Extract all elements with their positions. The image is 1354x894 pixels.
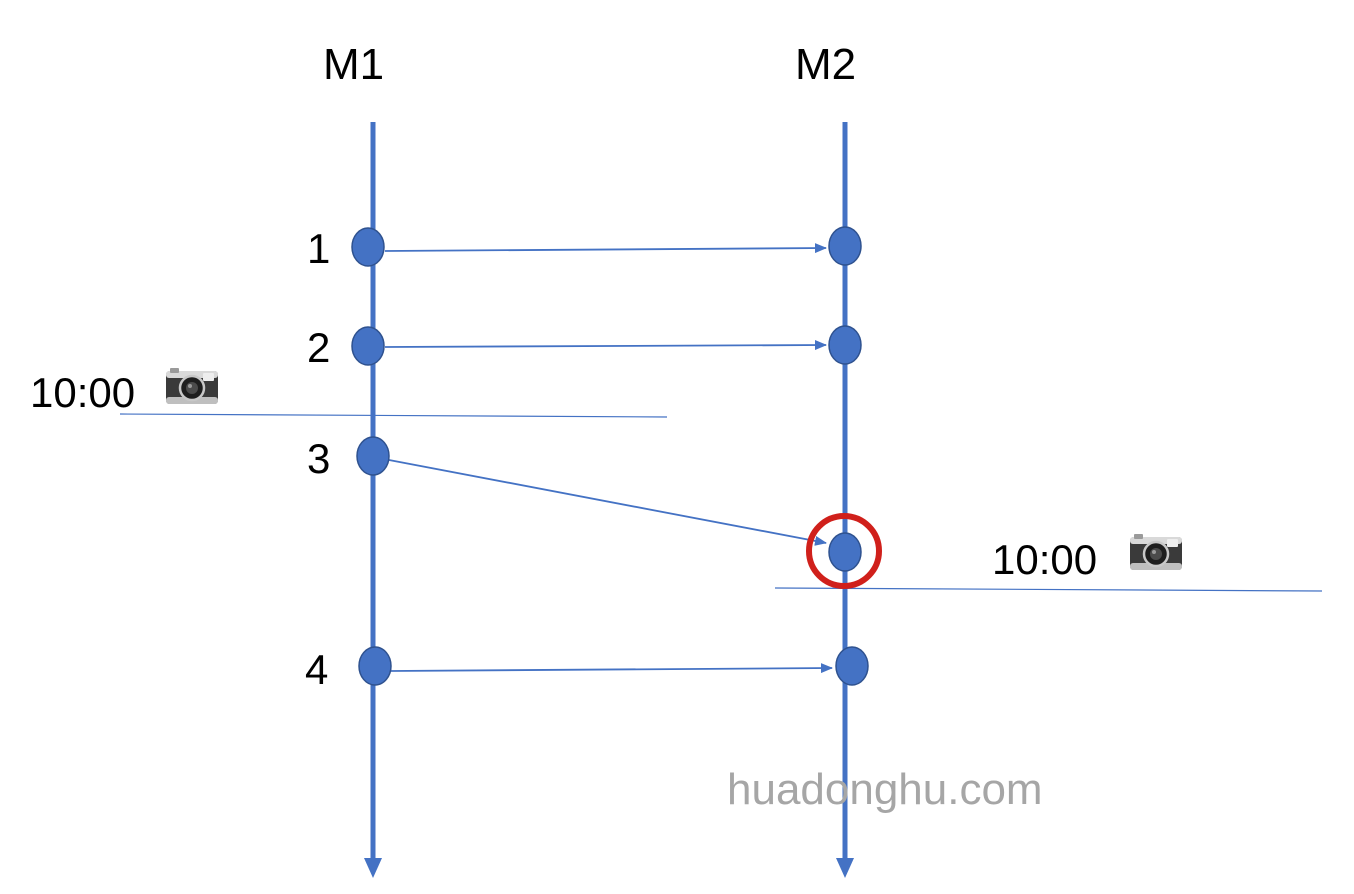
message-label-2: 2	[307, 324, 331, 371]
m1-node-1	[351, 227, 385, 267]
m2-node-4	[835, 646, 869, 686]
message-arrow-2	[384, 340, 827, 351]
m2-node-1	[828, 226, 862, 266]
highlight-ring	[806, 513, 882, 589]
machine-label-m1: M1	[323, 40, 385, 89]
snapshot-time-m2: 10:00	[992, 536, 1098, 583]
timeline-m2-arrowhead	[836, 858, 854, 878]
m1-node-2	[351, 326, 385, 366]
m1-node-3	[356, 436, 390, 476]
snapshot-time-m1: 10:00	[30, 369, 136, 416]
m2-node-3	[828, 532, 862, 572]
m1-node-4	[358, 646, 392, 686]
snapshot-line-m2	[774, 587, 1323, 592]
message-label-1: 1	[307, 225, 331, 272]
camera-icon	[1130, 534, 1182, 570]
m2-node-2	[828, 325, 862, 365]
message-arrow-1	[384, 243, 827, 254]
camera-icon	[166, 368, 218, 404]
message-label-4: 4	[305, 646, 329, 693]
timeline-m1-arrowhead	[364, 858, 382, 878]
message-label-3: 3	[307, 435, 331, 482]
message-arrow-3	[388, 459, 827, 546]
message-arrow-4	[390, 663, 833, 674]
machine-label-m2: M2	[795, 40, 857, 89]
watermark: huadonghu.com	[727, 765, 1043, 814]
snapshot-line-m1	[119, 413, 668, 418]
